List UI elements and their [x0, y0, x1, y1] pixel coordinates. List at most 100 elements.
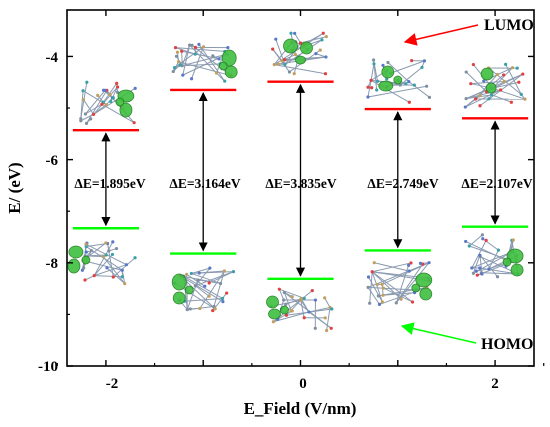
x-tick-label: 0 [299, 376, 307, 392]
bond [479, 256, 483, 274]
atom [487, 97, 491, 101]
orbital-lobe [67, 258, 81, 274]
atom [92, 274, 96, 278]
atom [185, 272, 189, 277]
bond [367, 85, 427, 98]
bond [370, 63, 375, 81]
bond [194, 267, 211, 287]
atom [464, 96, 468, 101]
bond [371, 271, 413, 303]
atom [323, 72, 328, 76]
atom [369, 78, 373, 82]
lumo-callout-arrow [403, 24, 479, 46]
atom [307, 310, 311, 314]
orbital-lobe [295, 55, 306, 65]
atom [84, 121, 89, 125]
atom [89, 117, 93, 121]
atom [207, 281, 211, 285]
atom [471, 62, 475, 67]
atom [480, 272, 484, 276]
atom [283, 62, 287, 67]
atom [299, 296, 303, 301]
atom [193, 45, 198, 49]
atom [103, 88, 107, 92]
molecule-illustration [266, 287, 334, 333]
atom [221, 299, 225, 304]
bond [491, 94, 512, 103]
atom [172, 66, 177, 70]
bond [368, 286, 416, 291]
atom [375, 79, 380, 83]
bond [294, 33, 301, 44]
atom [293, 31, 297, 36]
atom [412, 83, 416, 87]
orbital-lobe [224, 65, 238, 79]
atom [115, 85, 120, 89]
atom [81, 97, 86, 102]
atom [502, 73, 506, 77]
atom [222, 269, 227, 273]
atom [376, 294, 380, 298]
bond [390, 60, 425, 74]
bond [186, 273, 206, 287]
atom [478, 104, 482, 108]
gap-label: ΔE=1.895eV [74, 176, 146, 191]
atom [366, 285, 370, 290]
atom [231, 270, 236, 274]
orbital-lobe [218, 61, 228, 71]
bond [101, 103, 135, 124]
orbital-lobe [419, 287, 433, 301]
bond [469, 245, 510, 261]
bond [93, 86, 118, 115]
bond [172, 61, 180, 72]
atom [495, 72, 499, 77]
y-tick-label: -4 [46, 50, 59, 66]
atom [409, 261, 413, 265]
bond [191, 272, 221, 284]
atom [84, 244, 88, 249]
atom [189, 271, 193, 276]
atom [284, 302, 288, 306]
atom [110, 252, 115, 257]
energy-levels [72, 80, 529, 281]
atom [469, 82, 473, 86]
atom [323, 296, 327, 300]
atom [321, 31, 325, 35]
bond [208, 271, 234, 284]
atom [289, 308, 293, 313]
atom [198, 306, 202, 311]
atom [404, 82, 408, 86]
atom [478, 253, 482, 257]
atom [213, 307, 217, 311]
molecule-illustration [464, 233, 524, 279]
bond [181, 51, 183, 66]
atom [214, 71, 219, 75]
atom [399, 297, 403, 301]
atom [83, 278, 87, 282]
atom [96, 93, 100, 98]
atom [111, 275, 115, 279]
atom [313, 326, 317, 330]
gap-label: ΔE=2.749eV [367, 176, 439, 191]
atom [133, 256, 137, 260]
bond [198, 44, 226, 82]
gap-label: ΔE=3.164eV [169, 176, 241, 191]
atom [133, 86, 137, 90]
atom [274, 37, 278, 41]
atom [320, 38, 324, 42]
molecule-illustration [171, 42, 238, 83]
atom [298, 41, 303, 45]
bond [176, 52, 180, 62]
atom [467, 244, 471, 248]
atom [463, 105, 467, 109]
atom [380, 300, 384, 304]
bond [283, 292, 292, 311]
orbital-lobe [506, 248, 524, 264]
atom [375, 88, 379, 92]
atom [188, 307, 192, 311]
atom [398, 83, 402, 87]
bond [367, 80, 372, 98]
atom [519, 92, 523, 96]
orbital-lobe [172, 291, 186, 305]
bond [181, 50, 220, 60]
